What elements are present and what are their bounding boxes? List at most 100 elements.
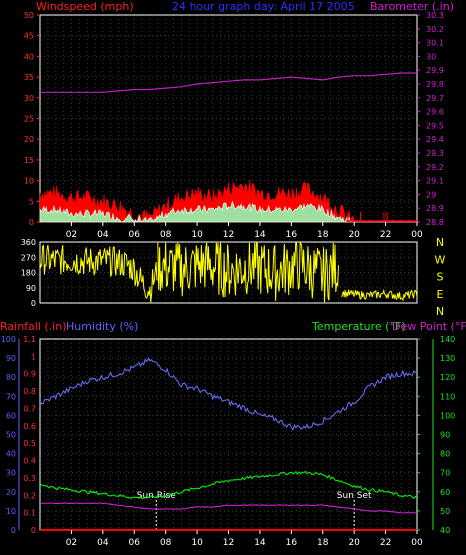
direction-tick-label: 0 xyxy=(31,299,36,308)
barometer-tick-label: 29.4 xyxy=(426,135,444,144)
x-tick-label: 12 xyxy=(223,538,234,548)
barometer-tick-label: 29 xyxy=(426,190,436,199)
x-tick-label: 04 xyxy=(97,538,109,548)
windspeed-tick-label: 35 xyxy=(24,73,34,82)
windspeed-axis-label: Windspeed (mph) xyxy=(36,0,134,13)
temperature-axis-label: Temperature (°F) xyxy=(311,320,406,333)
rainfall-tick-label: 1.1 xyxy=(23,335,36,344)
x-tick-label: 14 xyxy=(254,538,266,548)
temperature-tick-label: 100 xyxy=(440,411,455,420)
windspeed-tick-label: 25 xyxy=(24,115,34,124)
humidity-tick-label: 40 xyxy=(6,450,16,459)
temperature-tick-label: 140 xyxy=(440,335,455,344)
panel2-frame xyxy=(39,241,418,304)
windspeed-tick-label: 40 xyxy=(24,52,34,61)
rainfall-tick-label: 0.3 xyxy=(23,474,36,483)
temperature-tick-label: 80 xyxy=(440,450,450,459)
barometer-tick-label: 29.5 xyxy=(426,121,444,130)
compass-label: W xyxy=(435,253,446,266)
panel3-x-axis: 02 04 06 08 10 12 14 16 18 20 22 00 xyxy=(66,530,423,548)
x-tick-label: 22 xyxy=(380,538,391,548)
barometer-tick-label: 29.1 xyxy=(426,177,444,186)
windspeed-tick-label: 5 xyxy=(29,197,34,206)
rainfall-tick-label: 0.8 xyxy=(23,387,36,396)
barometer-tick-label: 29.3 xyxy=(426,149,444,158)
x-tick-label: 06 xyxy=(129,538,141,548)
panel1-x-axis: 02 04 06 08 10 12 14 16 18 20 22 00 xyxy=(66,222,423,240)
x-tick-label: 02 xyxy=(66,538,77,548)
windspeed-tick-label: 15 xyxy=(24,156,34,165)
panel2-left-axis: 0 90 180 270 360 xyxy=(21,238,36,308)
rainfall-axis-label: Rainfall (.in) xyxy=(0,320,67,333)
x-tick-label: 10 xyxy=(191,230,203,240)
panel3-sun-markers: Sun Rise Sun Set xyxy=(137,491,372,530)
temperature-tick-label: 50 xyxy=(440,507,450,516)
direction-tick-label: 360 xyxy=(21,238,36,247)
wind-direction-series xyxy=(341,288,418,302)
windspeed-tick-label: 0 xyxy=(29,218,34,227)
compass-label: N xyxy=(436,305,444,318)
humidity-series xyxy=(39,357,418,431)
compass-label: S xyxy=(437,271,444,284)
rainfall-tick-label: 0.9 xyxy=(23,370,36,379)
humidity-tick-label: 80 xyxy=(6,373,16,382)
windspeed-tick-label: 20 xyxy=(24,135,34,144)
x-tick-label: 08 xyxy=(160,538,172,548)
temperature-tick-label: 110 xyxy=(440,392,455,401)
rainfall-tick-label: 0.1 xyxy=(23,509,36,518)
humidity-tick-label: 30 xyxy=(6,469,16,478)
temperature-tick-label: 90 xyxy=(440,431,450,440)
barometer-tick-label: 29.6 xyxy=(426,108,444,117)
humidity-tick-label: 90 xyxy=(6,354,16,363)
x-tick-label: 12 xyxy=(223,230,234,240)
barometer-tick-label: 30 xyxy=(426,52,436,61)
barometer-series xyxy=(40,72,417,93)
barometer-tick-label: 30.2 xyxy=(426,25,444,34)
x-tick-label: 14 xyxy=(254,230,266,240)
sunrise-label: Sun Rise xyxy=(137,491,176,501)
windspeed-tick-label: 50 xyxy=(24,11,34,20)
rainfall-tick-label: 0.7 xyxy=(23,404,36,413)
barometer-axis-label: Barometer (.in) xyxy=(370,0,454,13)
x-tick-label: 16 xyxy=(286,538,298,548)
panel1-series xyxy=(39,72,417,223)
windspeed-tick-label: 45 xyxy=(24,32,34,41)
panel1-right-axis: 28.8 28.9 29 29.1 29.2 29.3 29.4 29.5 29.6 29.7 29… xyxy=(417,11,444,227)
barometer-tick-label: 29.8 xyxy=(426,80,444,89)
compass-label: N xyxy=(436,236,444,249)
windspeed-series xyxy=(39,200,417,223)
humidity-tick-label: 70 xyxy=(6,392,16,401)
temperature-series xyxy=(39,470,418,500)
x-tick-label: 04 xyxy=(97,230,109,240)
x-tick-label: 10 xyxy=(191,538,203,548)
x-tick-label: 20 xyxy=(348,230,360,240)
rainfall-tick-label: 1 xyxy=(31,352,36,361)
wind-direction-series xyxy=(157,241,339,303)
barometer-tick-label: 29.9 xyxy=(426,66,444,75)
temperature-tick-label: 130 xyxy=(440,354,455,363)
rainfall-tick-label: 0.2 xyxy=(23,491,36,500)
barometer-tick-label: 30.3 xyxy=(426,11,444,20)
humidity-tick-label: 20 xyxy=(6,488,16,497)
panel1-left-axis: 0 5 10 15 20 25 30 35 40 45 50 xyxy=(24,11,40,227)
dewpoint-axis-label: Dew Point (°F) xyxy=(392,320,466,333)
windspeed-tick-label: 10 xyxy=(24,177,34,186)
barometer-tick-label: 28.9 xyxy=(426,204,444,213)
x-tick-label: 22 xyxy=(380,230,391,240)
barometer-tick-label: 29.7 xyxy=(426,94,444,103)
rainfall-tick-label: 0 xyxy=(31,526,36,535)
temperature-tick-label: 40 xyxy=(440,526,450,535)
humidity-tick-label: 60 xyxy=(6,411,16,420)
temperature-tick-label: 120 xyxy=(440,373,455,382)
panel3-axes: 0 10 20 30 40 50 60 70 80 90 100 0 0.1 0.2 0.3 0.4 0.5 0.… xyxy=(1,335,456,535)
direction-tick-label: 90 xyxy=(26,284,36,293)
humidity-tick-label: 100 xyxy=(1,335,16,344)
x-tick-label: 00 xyxy=(411,538,423,548)
direction-tick-label: 270 xyxy=(21,253,36,262)
sunset-label: Sun Set xyxy=(337,491,372,501)
windspeed-tick-label: 30 xyxy=(24,94,34,103)
temperature-tick-label: 70 xyxy=(440,469,450,478)
rainfall-tick-label: 0.6 xyxy=(23,422,36,431)
